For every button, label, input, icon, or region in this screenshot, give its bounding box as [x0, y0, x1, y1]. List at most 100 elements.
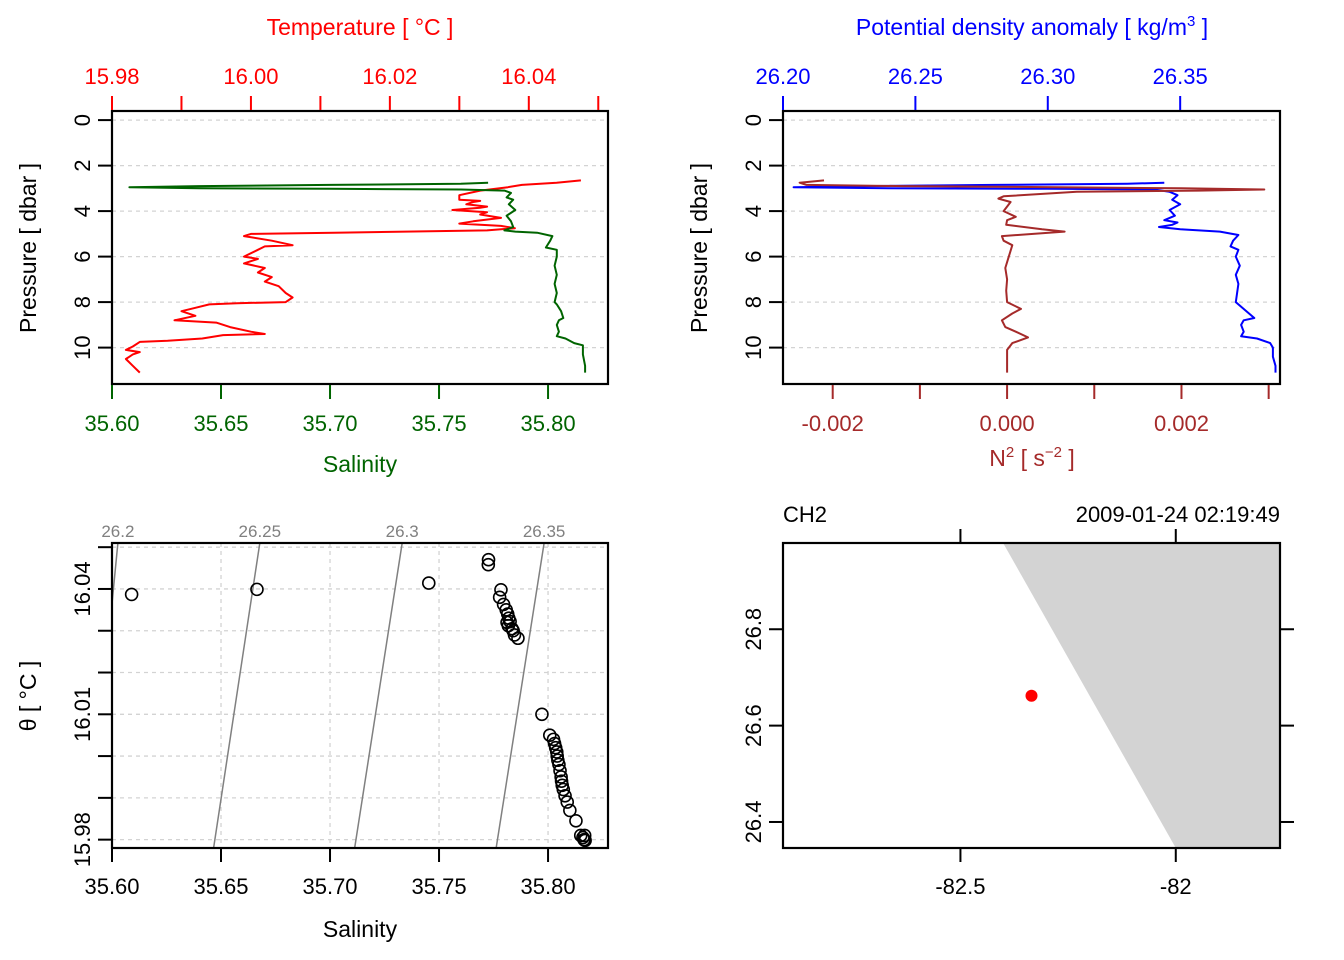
pressure-axis: 0 2 4 6 8 10 [741, 114, 783, 360]
ts-point [421, 576, 436, 590]
density-axis: 26.20 26.25 26.30 26.35 [755, 64, 1208, 110]
plot-frame [110, 541, 610, 850]
salinity-axis: 35.60 35.65 35.70 35.75 35.80 [84, 385, 576, 436]
pressure-tick-label: 0 [741, 114, 766, 126]
pressure-tick-label: 2 [70, 159, 95, 171]
ts-point [494, 582, 508, 597]
pressure-axis-title: Pressure [ dbar ] [15, 163, 41, 333]
salinity-axis-title: Salinity [323, 451, 398, 477]
station-name: CH2 [783, 502, 827, 527]
pressure-tick-label: 8 [70, 296, 95, 308]
pressure-gridlines [112, 119, 608, 349]
ts-point [500, 615, 514, 630]
coastline-land [1003, 543, 1280, 848]
profile-series [792, 179, 1277, 373]
isopycnal-label: 26.35 [523, 522, 566, 541]
ts-point [549, 745, 564, 759]
series-temperature [124, 179, 581, 374]
plot-frame [781, 109, 1282, 386]
ts-point [556, 782, 571, 797]
top-axis-tick-label: 26.35 [1153, 64, 1208, 89]
longitude-tick-label: -82 [1160, 874, 1192, 899]
theta-tick-label: 15.98 [70, 812, 95, 867]
ts-point [560, 795, 575, 809]
pressure-tick-label: 0 [70, 114, 95, 126]
station-marker[interactable] [1025, 689, 1038, 702]
latitude-tick-label: 26.4 [741, 801, 766, 844]
bottom-axis-tick-label: -0.002 [802, 411, 864, 436]
latitude-tick-label: 26.6 [741, 704, 766, 747]
ts-point [554, 770, 568, 784]
top-axis-tick-label: 16.00 [223, 64, 278, 89]
plot-frame [110, 109, 610, 386]
pressure-tick-label: 4 [70, 205, 95, 217]
station-map-panel: -82.5 -82 26.4 26.6 26.8 CH2 2009-01-24 02:1… [741, 502, 1294, 899]
ts-point [578, 833, 592, 848]
ts-point [558, 788, 572, 803]
pressure-gridlines [783, 119, 1280, 349]
salinity-tick-label: 35.65 [193, 874, 248, 899]
theta-tick-label: 16.04 [70, 561, 95, 616]
bottom-axis-tick-label: 0.000 [980, 411, 1035, 436]
ts-point [511, 631, 525, 646]
ts-point [569, 814, 583, 828]
top-axis-tick-label: 26.20 [755, 64, 810, 89]
isopycnal-label: 26.2 [101, 522, 134, 541]
top-axis-tick-label: 26.30 [1020, 64, 1075, 89]
density-axis-title: Potential density anomaly [ kg/m3 ] [856, 13, 1208, 40]
gridlines [112, 543, 608, 848]
profile-series [124, 179, 587, 374]
isopycnal-label: 26.3 [386, 522, 419, 541]
top-axis-tick-label: 26.25 [888, 64, 943, 89]
isopycnal-line [495, 542, 545, 849]
ts-point [553, 763, 567, 778]
pressure-axis-title: Pressure [ dbar ] [686, 163, 712, 333]
salinity-tick-label: 35.75 [412, 874, 467, 899]
ts-point [481, 557, 496, 572]
salinity-tick-label: 35.60 [84, 874, 139, 899]
n2-axis: -0.002 0.000 0.002 [802, 385, 1270, 436]
salinity-tick-label: 35.70 [302, 874, 357, 899]
ts-point [481, 552, 496, 567]
bottom-axis-tick-label: 35.60 [84, 411, 139, 436]
pressure-tick-label: 4 [741, 205, 766, 217]
isopycnal-line [353, 542, 403, 849]
series-potential-density-anomaly [792, 181, 1277, 373]
n2-axis-title: N2 [ s−2 ] [989, 444, 1075, 471]
bottom-axis-tick-label: 0.002 [1154, 411, 1209, 436]
ts-point [124, 587, 139, 602]
pressure-tick-label: 6 [741, 250, 766, 262]
bottom-axis-tick-label: 35.70 [302, 411, 357, 436]
ts-point [563, 803, 577, 818]
theta-tick-label: 16.01 [70, 687, 95, 742]
longitude-tick-label: -82.5 [935, 874, 985, 899]
top-axis-tick-label: 16.02 [362, 64, 417, 89]
salinity-axis-title: Salinity [323, 916, 398, 942]
ts-points [124, 552, 592, 848]
ts-diagram-panel: 26.2 26.25 26.3 26.35 35.60 35.65 35.70 35.75 3… [15, 522, 610, 942]
station-time: 2009-01-24 02:19:49 [1076, 502, 1280, 527]
series-n2 [798, 179, 1266, 373]
ts-point [250, 582, 264, 597]
ts-point [535, 707, 549, 722]
pressure-tick-label: 10 [741, 335, 766, 359]
isopycnals: 26.2 26.25 26.3 26.35 [101, 522, 566, 849]
map-frame [781, 541, 1282, 850]
latitude-tick-label: 26.8 [741, 608, 766, 651]
pressure-tick-label: 8 [741, 296, 766, 308]
ts-point [577, 828, 592, 843]
bottom-axis-tick-label: 35.65 [193, 411, 248, 436]
map-axes: -82.5 -82 26.4 26.6 26.8 [741, 529, 1294, 899]
salinity-tick-label: 35.80 [521, 874, 576, 899]
top-axis-tick-label: 16.04 [501, 64, 556, 89]
series-salinity [128, 181, 587, 373]
theta-axis-title: θ [ °C ] [15, 661, 41, 732]
pressure-tick-label: 6 [70, 250, 95, 262]
density-n2-profile-panel: 0 2 4 6 8 10 26.20 26.25 26.30 26.35 -0.002 0.000… [686, 13, 1282, 471]
temperature-axis: 15.98 16.00 16.02 16.04 [84, 64, 600, 110]
pressure-axis: 0 2 4 6 8 10 [70, 114, 112, 360]
ts-point [552, 757, 566, 772]
ts-point [492, 590, 507, 605]
bottom-axis-tick-label: 35.80 [521, 411, 576, 436]
